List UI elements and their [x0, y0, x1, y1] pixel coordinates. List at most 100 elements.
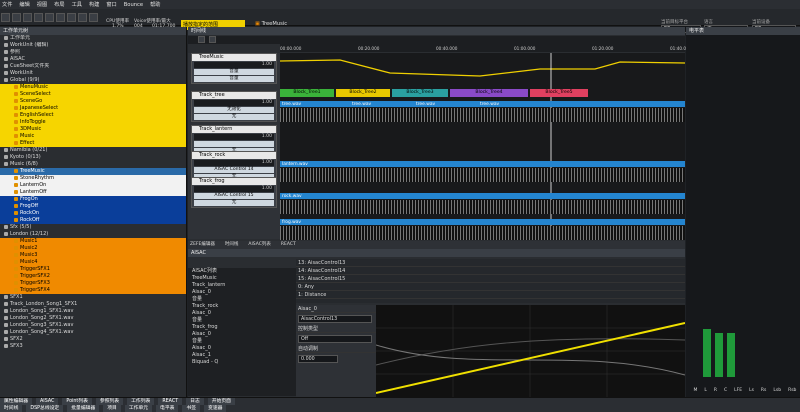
play-range-button[interactable]: 播放指定的范围: [181, 20, 245, 30]
copy-icon[interactable]: [45, 13, 54, 22]
menu-item[interactable]: Bounce: [123, 1, 144, 8]
tree-item[interactable]: Sfx (5/5): [0, 224, 186, 231]
status-tab[interactable]: 属性编辑器: [0, 398, 32, 405]
build-icon[interactable]: [89, 13, 98, 22]
timeline-block[interactable]: Block_Tree4: [450, 89, 528, 97]
track-param[interactable]: 无: [194, 114, 274, 120]
menu-item[interactable]: 帮助: [150, 2, 161, 8]
tree-item[interactable]: 参照: [0, 49, 186, 56]
aisac-tree-item[interactable]: Aisac_0: [192, 289, 211, 295]
tree-item[interactable]: Kyoto (0/13): [0, 154, 186, 161]
control-type-select[interactable]: Off: [298, 335, 372, 343]
tree-item[interactable]: JapaneseSelect: [0, 105, 186, 112]
tree-item[interactable]: Effect: [0, 140, 186, 147]
tree-item[interactable]: London_Song3_SFX1.wav: [0, 322, 186, 329]
timeline-block[interactable]: Block_Tree1: [280, 89, 334, 97]
status-tab[interactable]: 批量编辑器: [67, 405, 100, 412]
aisac-control-item[interactable]: 14: AisacControl14: [296, 267, 685, 275]
menu-item[interactable]: 窗口: [106, 2, 117, 8]
aisac-tree-item[interactable]: Aisac_1: [192, 352, 211, 358]
status-tab[interactable]: 参照列表: [95, 398, 124, 405]
cut-icon[interactable]: [34, 13, 43, 22]
tree-item[interactable]: TriggerSFX3: [0, 280, 186, 287]
aisac-tree-item[interactable]: 音量: [192, 338, 203, 344]
tree-item[interactable]: Namibia (0/21): [0, 147, 186, 154]
aisac-tree-item[interactable]: Track_frog: [192, 324, 218, 330]
status-tab[interactable]: 工作单元: [124, 405, 153, 412]
track-param[interactable]: AISAC Control 14: [194, 167, 274, 173]
track-header[interactable]: TreeMusic 1.00 音量 音量: [191, 53, 277, 84]
tree-item[interactable]: LanternOn: [0, 182, 186, 189]
aisac-tree-item[interactable]: TreeMusic: [192, 275, 217, 281]
track-param[interactable]: 无: [194, 200, 274, 206]
status-tab[interactable]: 工作列表: [127, 398, 155, 405]
tree-item[interactable]: TreeMusic: [0, 168, 186, 175]
tree-item[interactable]: 工作单元: [0, 35, 186, 42]
aisac-control-item[interactable]: 15: AisacControl15: [296, 275, 685, 283]
tree-item[interactable]: RockOff: [0, 217, 186, 224]
track-lane[interactable]: [280, 161, 685, 167]
tree-item[interactable]: FrogOn: [0, 196, 186, 203]
tree-item[interactable]: London_Song4_SFX1.wav: [0, 329, 186, 336]
tree-item[interactable]: RockOn: [0, 210, 186, 217]
tree-item[interactable]: FrogOff: [0, 203, 186, 210]
redo-icon[interactable]: [78, 13, 87, 22]
tree-item[interactable]: TriggerSFX2: [0, 273, 186, 280]
aisac-graph[interactable]: [375, 305, 686, 397]
tree-item[interactable]: SceneSelect: [0, 91, 186, 98]
track-param[interactable]: AISAC Control 15: [194, 193, 274, 199]
tree-item[interactable]: London (12/12): [0, 231, 186, 238]
tree-item[interactable]: 3DMusic: [0, 126, 186, 133]
menu-item[interactable]: 工具: [71, 2, 82, 8]
auto-modulation-checkbox[interactable]: 自动调制: [296, 345, 376, 353]
menu-item[interactable]: 构建: [88, 2, 100, 8]
menu-item[interactable]: 文件: [2, 2, 13, 8]
tree-item[interactable]: Music: [0, 133, 186, 140]
aisac-tree-item[interactable]: Aisac_0: [192, 331, 211, 337]
track-param[interactable]: [194, 141, 274, 147]
status-tab[interactable]: 书签: [182, 405, 201, 412]
paste-icon[interactable]: [56, 13, 65, 22]
aisac-tree-item[interactable]: Biquad - Q: [192, 359, 219, 365]
cut-tool-icon[interactable]: [208, 36, 216, 43]
status-tab[interactable]: 变速器: [204, 405, 227, 412]
save-icon[interactable]: [23, 13, 32, 22]
tree-item[interactable]: SFX2: [0, 336, 186, 343]
time-ruler[interactable]: 00:00.000 00:20.000 00:40.000 01:00.000 01:2…: [280, 44, 691, 52]
tree-item[interactable]: Music4: [0, 259, 186, 266]
volume-slider[interactable]: 1.00: [194, 100, 274, 106]
track-param[interactable]: 音量: [194, 76, 274, 82]
track-header[interactable]: Track_tree 1.00 无效化无: [191, 91, 277, 122]
tree-item[interactable]: London_Song1_SFX1.wav: [0, 308, 186, 315]
aisac-tree-item[interactable]: AISAC列表: [192, 268, 217, 274]
tree-item[interactable]: London_Song2_SFX1.wav: [0, 315, 186, 322]
tree-item[interactable]: Music (6/8): [0, 161, 186, 168]
status-tab[interactable]: 项目: [103, 405, 121, 412]
timeline-lanes[interactable]: Block_Tree1 Block_Tree2 Block_Tree3 Block_T…: [280, 53, 685, 240]
status-tab[interactable]: 电平表: [156, 405, 179, 412]
tree-item[interactable]: TriggerSFX4: [0, 287, 186, 294]
aisac-tree-item[interactable]: 音量: [192, 317, 203, 323]
status-tab[interactable]: REACT: [158, 398, 183, 405]
tree-item[interactable]: EnglishSelect: [0, 112, 186, 119]
status-tab[interactable]: 日志: [186, 398, 204, 405]
new-icon[interactable]: [1, 13, 10, 22]
aisac-tree-item[interactable]: 音量: [192, 296, 203, 302]
aisac-control-item[interactable]: 13: AisacControl13: [296, 259, 685, 267]
timeline-block[interactable]: Block_Tree2: [336, 89, 390, 97]
menu-item[interactable]: 编辑: [19, 2, 30, 8]
volume-slider[interactable]: 1.00: [194, 160, 274, 166]
aisac-tree-item[interactable]: Track_rock: [192, 303, 219, 309]
track-lane[interactable]: [280, 101, 685, 107]
bottom-tab[interactable]: REACT: [280, 242, 296, 247]
bottom-tab[interactable]: ZEFE编辑器: [190, 242, 215, 247]
tree-item[interactable]: LanternOff: [0, 189, 186, 196]
tree-item[interactable]: StoneRhythm: [0, 175, 186, 182]
track-header[interactable]: Track_frog 1.00 AISAC Control 15 无: [191, 177, 277, 208]
tree-item[interactable]: Global (9/9): [0, 77, 186, 84]
aisac-control-item[interactable]: 1: Distance: [296, 291, 685, 299]
tree-item[interactable]: SFX1: [0, 294, 186, 301]
tree-item[interactable]: InfoToggle: [0, 119, 186, 126]
open-icon[interactable]: [12, 13, 21, 22]
status-tab[interactable]: 开始页面: [207, 398, 235, 405]
